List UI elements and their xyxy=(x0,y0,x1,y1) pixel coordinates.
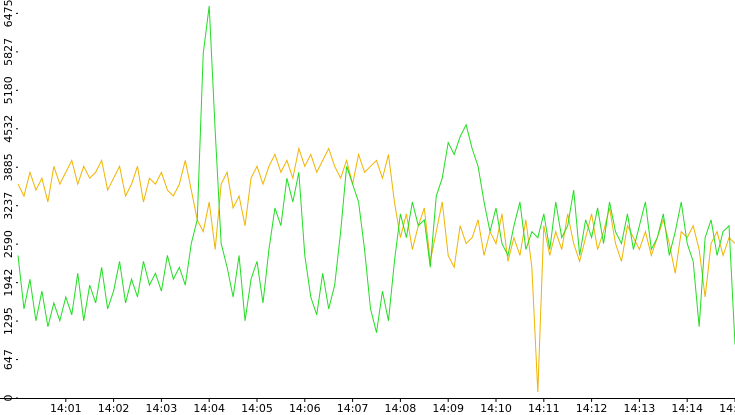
x-tick-label: 14:08 xyxy=(385,402,417,415)
x-tick-label: 14:15 xyxy=(719,402,735,415)
x-tick-label: 14:05 xyxy=(241,402,273,415)
y-tick-label: 4532 xyxy=(2,115,15,143)
x-tick-label: 14:07 xyxy=(337,402,369,415)
x-tick-label: 14:10 xyxy=(480,402,512,415)
x-tick-label: 14:03 xyxy=(146,402,178,415)
x-tick-label: 14:14 xyxy=(671,402,703,415)
series-line xyxy=(17,146,735,393)
series-line xyxy=(17,5,735,345)
y-tick-label: 1295 xyxy=(2,307,15,335)
y-tick-label: 2590 xyxy=(2,230,15,258)
x-tick-label: 14:12 xyxy=(576,402,608,415)
y-tick-label: 1942 xyxy=(2,269,15,297)
x-tick-label: 14:01 xyxy=(50,402,82,415)
y-tick-label: 5827 xyxy=(2,38,15,66)
x-tick-label: 14:09 xyxy=(432,402,464,415)
y-tick-label: 3237 xyxy=(2,192,15,220)
x-tick-label: 14:11 xyxy=(528,402,560,415)
y-tick-label: 0 xyxy=(2,395,15,402)
y-tick-label: 3885 xyxy=(2,153,15,181)
x-tick-label: 14:06 xyxy=(289,402,321,415)
y-tick-label: 6475 xyxy=(2,0,15,27)
x-tick-label: 14:04 xyxy=(193,402,225,415)
y-tick-label: 5180 xyxy=(2,76,15,104)
y-tick-label: 647 xyxy=(2,349,15,370)
x-tick-label: 14:02 xyxy=(98,402,130,415)
x-tick-label: 14:13 xyxy=(624,402,656,415)
